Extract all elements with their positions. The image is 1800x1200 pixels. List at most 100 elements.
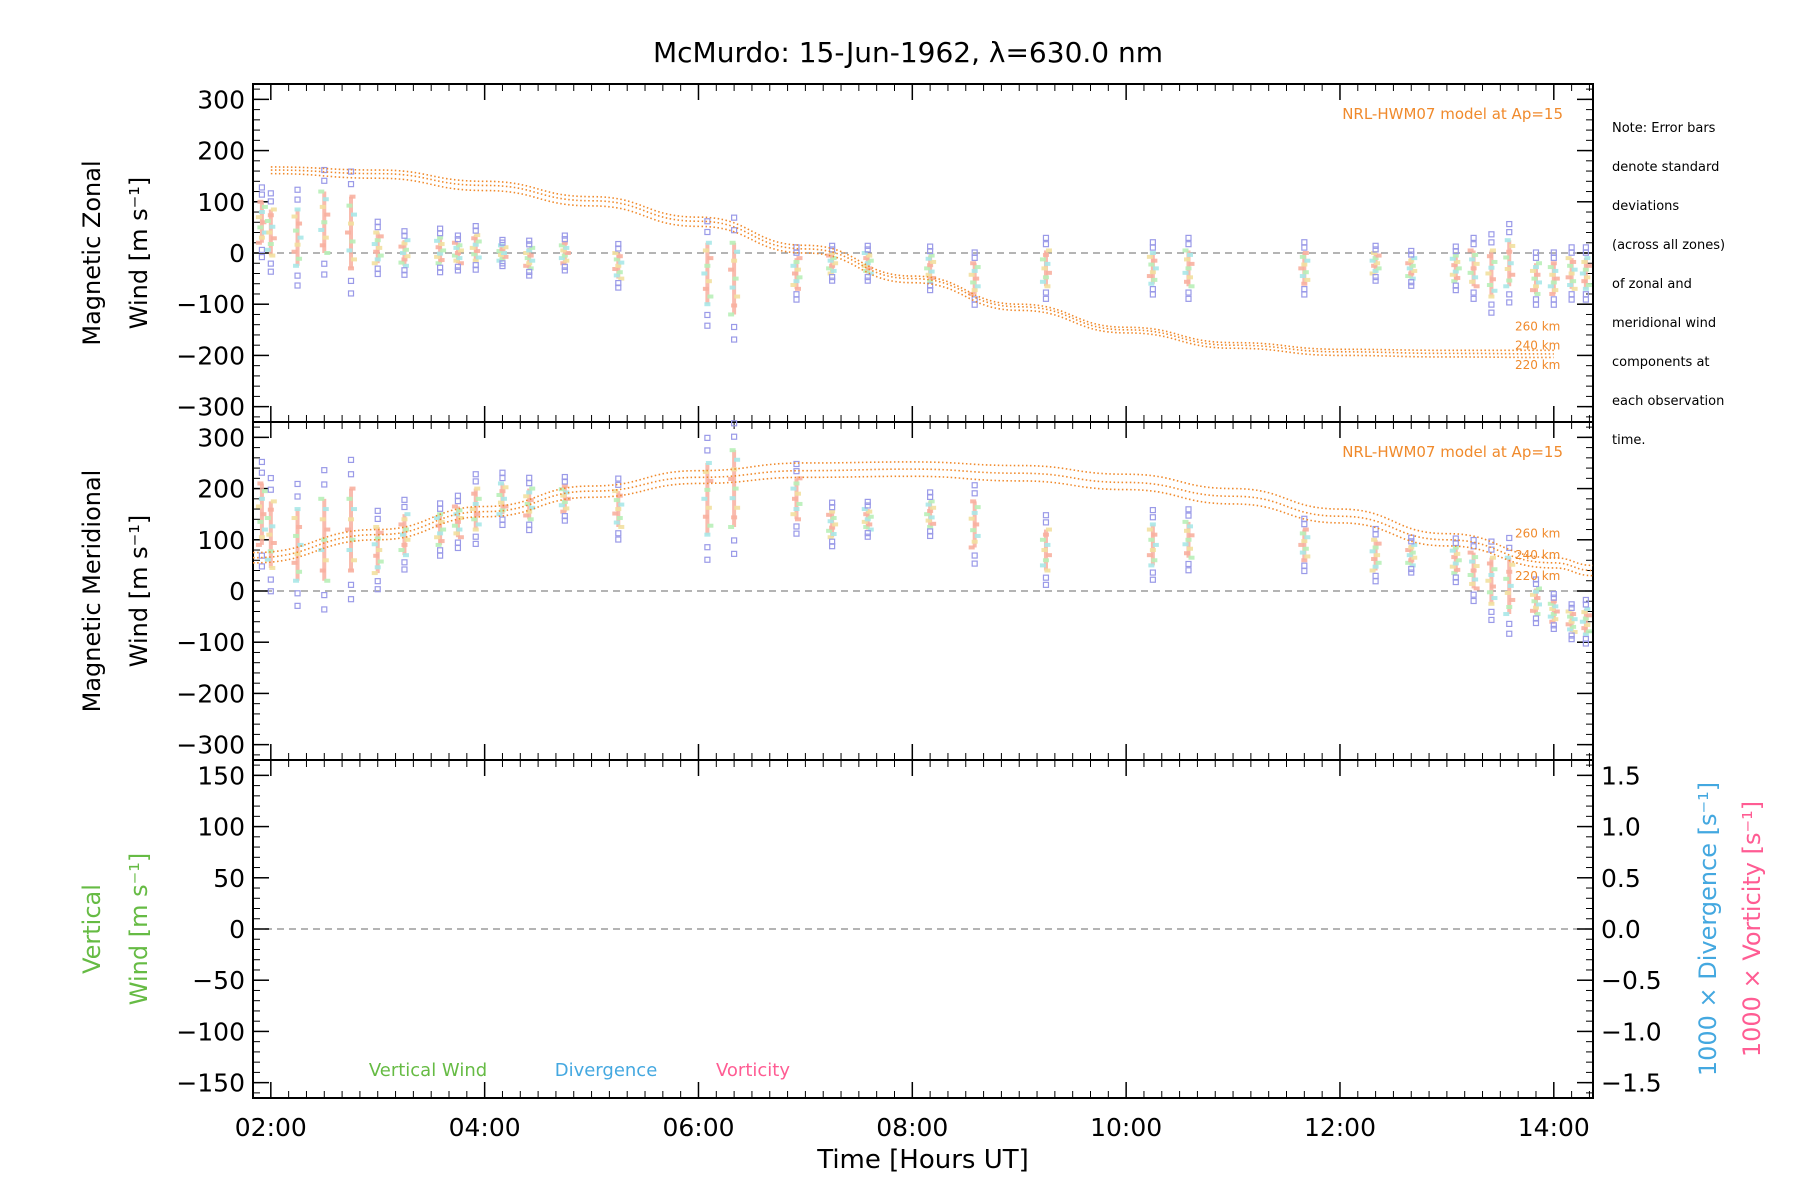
plot-frame [252, 759, 1594, 1099]
observation-point [701, 271, 708, 276]
observation-point [1304, 554, 1311, 559]
observation-point [1504, 267, 1511, 272]
error-marker [1185, 560, 1192, 568]
error-marker [1372, 578, 1379, 585]
y2-tick-label: −1.0 [1601, 1017, 1662, 1046]
error-marker [1532, 615, 1540, 622]
observation-point [558, 256, 565, 261]
error-marker [437, 552, 444, 559]
observation-point [293, 228, 300, 233]
observation-point [1579, 619, 1586, 624]
observation-column [1039, 234, 1052, 302]
error-marker [864, 273, 871, 281]
observation-point [1570, 259, 1577, 264]
observation-point [1503, 612, 1510, 617]
error-marker [1506, 229, 1513, 236]
observation-point [401, 241, 408, 246]
y-tick-label: 300 [197, 423, 245, 452]
observation-column [826, 242, 839, 284]
observation-point [346, 548, 353, 553]
observation-point [523, 494, 530, 499]
observation-point [1151, 277, 1158, 282]
observation-point [496, 512, 503, 517]
model-label: NRL-HWM07 model at Ap=15 [1342, 443, 1563, 461]
observation-point [1550, 280, 1557, 285]
error-marker [1372, 242, 1379, 249]
observation-point [1302, 546, 1309, 551]
error-marker [1185, 512, 1192, 519]
observation-point [349, 239, 356, 244]
observation-column [318, 166, 331, 278]
observation-point [1488, 294, 1495, 299]
observation-point [322, 558, 329, 563]
error-marker [561, 232, 568, 239]
observation-point [1467, 248, 1474, 253]
observation-point [1486, 561, 1493, 566]
observation-point [1469, 581, 1476, 586]
error-marker [864, 533, 871, 540]
observation-point [864, 517, 871, 522]
observation-point [829, 263, 836, 268]
observation-point [524, 501, 531, 506]
observation-point [1449, 272, 1456, 277]
observation-point [1146, 553, 1153, 558]
error-bar-note: Note: Error bars denote standard deviati… [1612, 96, 1725, 460]
observation-point [1409, 263, 1416, 268]
error-marker [793, 460, 800, 468]
observation-point [260, 220, 267, 225]
error-marker [1488, 608, 1495, 615]
observation-point [322, 507, 329, 512]
observation-point [1185, 266, 1192, 271]
observation-point [1152, 266, 1159, 271]
observation-point [1581, 279, 1588, 284]
observation-point [1582, 267, 1589, 272]
y-tick-label: 150 [197, 761, 245, 790]
observation-point [1185, 537, 1192, 542]
error-marker [321, 260, 328, 267]
observation-point [264, 557, 271, 562]
observation-point [1491, 288, 1498, 293]
observation-column [728, 214, 741, 343]
observation-column [451, 492, 464, 552]
error-marker [1506, 544, 1513, 551]
error-marker [971, 254, 978, 261]
observation-point [1506, 605, 1513, 610]
error-marker [374, 265, 381, 272]
observation-point [351, 507, 358, 512]
observation-point [1470, 568, 1477, 573]
observation-point [1184, 528, 1191, 533]
observation-point [349, 194, 356, 199]
error-marker [829, 277, 836, 284]
observation-point [1045, 527, 1052, 532]
observation-point [1045, 248, 1052, 253]
observation-point [1301, 558, 1308, 563]
observation-point [704, 302, 711, 307]
model-curve-240km [270, 169, 1554, 355]
note-line: each observation [1612, 394, 1725, 409]
observation-point [1567, 614, 1574, 619]
observation-point [826, 512, 833, 517]
observation-point [374, 238, 381, 243]
observation-point [1582, 632, 1589, 637]
error-marker [1568, 244, 1575, 251]
observation-point [1298, 542, 1305, 547]
observation-point [293, 578, 300, 583]
observation-point [437, 531, 444, 536]
error-marker [401, 496, 408, 503]
observation-column [1369, 525, 1382, 585]
observation-point [266, 230, 273, 235]
error-marker [704, 434, 711, 441]
observation-point [351, 257, 358, 262]
observation-point [434, 516, 441, 521]
observation-point [324, 527, 331, 532]
observation-point [1565, 622, 1572, 627]
error-marker [1185, 234, 1192, 241]
error-marker [499, 260, 506, 267]
observation-point [401, 517, 408, 522]
observation-point [296, 256, 303, 261]
observation-point [1187, 275, 1194, 280]
observation-point [1406, 266, 1413, 271]
observation-point [564, 496, 571, 501]
error-marker [971, 560, 978, 567]
observation-point [294, 242, 301, 247]
